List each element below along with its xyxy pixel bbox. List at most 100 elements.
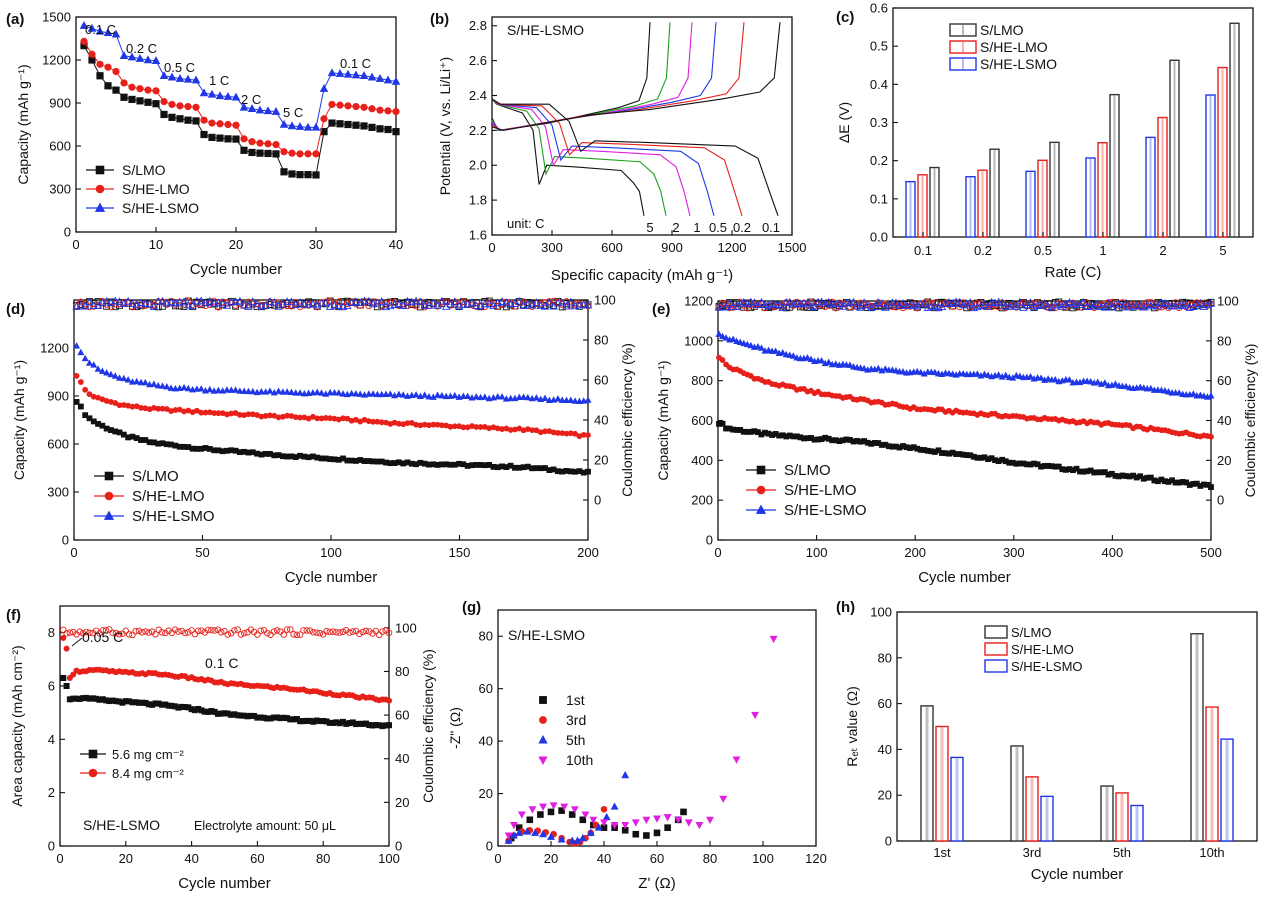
capacity-point bbox=[94, 365, 102, 372]
data-point bbox=[111, 29, 121, 38]
discharge-curve bbox=[491, 98, 715, 216]
y-tick-label: 80 bbox=[878, 650, 892, 665]
capacity-point bbox=[335, 389, 343, 396]
bar bbox=[929, 166, 940, 238]
data-point bbox=[384, 107, 392, 115]
data-point bbox=[600, 805, 608, 813]
ce-point bbox=[217, 628, 225, 636]
capacity-point bbox=[451, 391, 459, 399]
ce-point bbox=[820, 299, 830, 308]
data-point bbox=[280, 148, 288, 156]
y-tick-label: 2.4 bbox=[469, 88, 487, 103]
ce-point bbox=[719, 299, 726, 307]
x-tick-label: 40 bbox=[184, 851, 198, 866]
data-point bbox=[367, 72, 377, 81]
ce-point bbox=[270, 297, 279, 306]
ce-point bbox=[319, 631, 327, 638]
ce-point bbox=[181, 629, 189, 637]
y-tick-label: 0 bbox=[64, 225, 71, 240]
ce-point bbox=[562, 301, 571, 310]
bar bbox=[1205, 706, 1219, 842]
legend-marker bbox=[755, 504, 767, 514]
x-tick-label: 1200 bbox=[718, 240, 747, 255]
ce-point bbox=[192, 296, 202, 305]
data-point bbox=[176, 102, 184, 110]
capacity-point bbox=[206, 385, 214, 393]
ce-point bbox=[489, 300, 497, 308]
legend-marker bbox=[88, 749, 98, 759]
capacity-point bbox=[352, 390, 360, 397]
ce-point bbox=[252, 299, 262, 308]
capacity-point bbox=[917, 368, 925, 376]
data-point bbox=[719, 795, 728, 804]
capacity-point bbox=[719, 332, 727, 340]
data-point bbox=[95, 26, 105, 35]
y-tick-label: 20 bbox=[479, 786, 493, 801]
legend-entry: 1st bbox=[566, 692, 585, 708]
legend-marker bbox=[538, 735, 548, 744]
capacity-point bbox=[292, 389, 300, 396]
ce-point bbox=[806, 301, 816, 310]
data-point bbox=[663, 814, 672, 822]
ce-point bbox=[330, 300, 339, 309]
ce-point bbox=[306, 627, 314, 634]
data-point bbox=[557, 835, 566, 843]
electrolyte-annotation: Electrolyte amount: 50 μL bbox=[194, 819, 336, 833]
data-point bbox=[96, 60, 104, 68]
capacity-point bbox=[369, 390, 377, 397]
capacity-point bbox=[116, 374, 124, 381]
x-tick-label: 20 bbox=[544, 851, 558, 866]
capacity-point bbox=[167, 384, 175, 391]
ce-point bbox=[1089, 301, 1099, 310]
ce-point bbox=[906, 302, 914, 310]
rate-annotation: 0.1 C bbox=[85, 22, 116, 37]
x-tick-label: 0.2 bbox=[974, 243, 992, 258]
ce-point bbox=[300, 299, 309, 308]
y-right-tick-label: 80 bbox=[594, 333, 608, 348]
ce-point bbox=[323, 628, 330, 635]
capacity-point bbox=[73, 342, 81, 349]
ce-point bbox=[438, 298, 446, 306]
capacity-point bbox=[464, 392, 472, 400]
ce-point bbox=[1150, 300, 1159, 309]
ce-point bbox=[394, 299, 404, 308]
ce-point bbox=[237, 631, 245, 638]
ce-point bbox=[138, 629, 146, 636]
y-tick-label: 300 bbox=[47, 485, 69, 500]
y-right-axis-label: Coulombic efficiency (%) bbox=[420, 649, 436, 803]
y-tick-label: 600 bbox=[47, 437, 69, 452]
data-point bbox=[231, 92, 241, 101]
legend-entry: S/HE-LMO bbox=[1011, 642, 1074, 657]
ce-point bbox=[178, 627, 185, 635]
capacity-point bbox=[1111, 380, 1119, 387]
ce-point bbox=[90, 299, 98, 307]
x-tick-label: 0 bbox=[56, 851, 63, 866]
data-point bbox=[602, 812, 611, 821]
ce-point bbox=[520, 298, 527, 306]
data-point bbox=[183, 74, 193, 83]
capacity-point bbox=[477, 393, 485, 401]
ce-point bbox=[66, 629, 74, 636]
legend-marker bbox=[103, 510, 115, 520]
capacity-point bbox=[733, 337, 741, 345]
capacity-point bbox=[99, 422, 106, 429]
ce-point bbox=[99, 627, 107, 634]
ce-point bbox=[86, 303, 93, 311]
bar bbox=[1115, 792, 1129, 842]
ce-point bbox=[1174, 300, 1184, 308]
data-point bbox=[232, 121, 240, 129]
ce-point bbox=[335, 298, 343, 306]
ce-point bbox=[1061, 299, 1071, 308]
data-point bbox=[642, 816, 651, 825]
capacity-point bbox=[481, 393, 489, 400]
ce-point bbox=[566, 297, 576, 306]
data-point bbox=[216, 120, 224, 128]
legend-entry: S/HE-LSMO bbox=[1011, 659, 1083, 674]
data-point bbox=[128, 83, 136, 91]
data-point bbox=[383, 75, 393, 84]
data-point bbox=[674, 816, 683, 825]
x-tick-label: 400 bbox=[1102, 545, 1124, 560]
ce-point bbox=[231, 297, 240, 305]
legend-entry: S/HE-LMO bbox=[132, 488, 205, 505]
